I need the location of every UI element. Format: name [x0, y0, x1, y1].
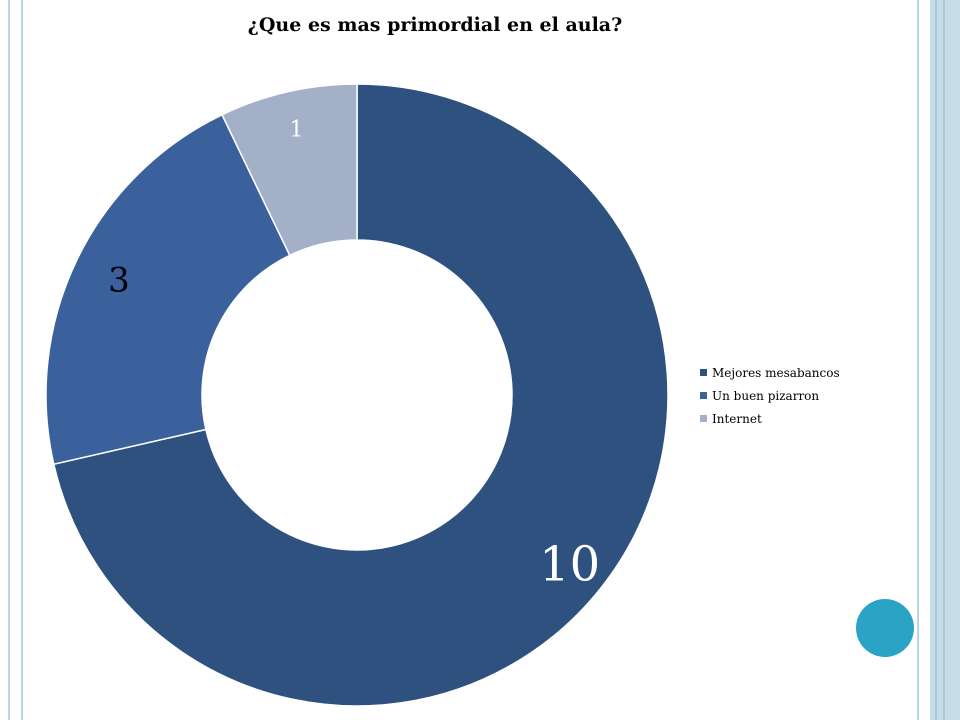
legend-swatch — [700, 415, 707, 422]
legend-label: Un buen pizarron — [712, 388, 820, 403]
slice-un-buen-pizarron — [45, 113, 291, 466]
chart-title: ¿Que es mas primordial en el aula? — [247, 14, 623, 36]
slice-internet — [221, 83, 358, 257]
legend-item-un-buen-pizarron: Un buen pizarron — [700, 384, 840, 407]
chart-legend: Mejores mesabancos Un buen pizarron Intern… — [700, 361, 840, 430]
accent-circle — [856, 599, 914, 657]
legend-swatch — [700, 392, 707, 399]
data-label-mejores-mesabancos: 10 — [539, 537, 600, 593]
legend-item-internet: Internet — [700, 407, 840, 430]
slide-left-border — [8, 0, 23, 720]
legend-label: Internet — [712, 411, 762, 426]
legend-item-mejores-mesabancos: Mejores mesabancos — [700, 361, 840, 384]
slice-mejores-mesabancos — [52, 83, 669, 707]
legend-label: Mejores mesabancos — [712, 365, 840, 380]
data-label-un-buen-pizarron: 3 — [108, 260, 130, 300]
data-label-internet: 1 — [289, 117, 303, 142]
legend-swatch — [700, 369, 707, 376]
